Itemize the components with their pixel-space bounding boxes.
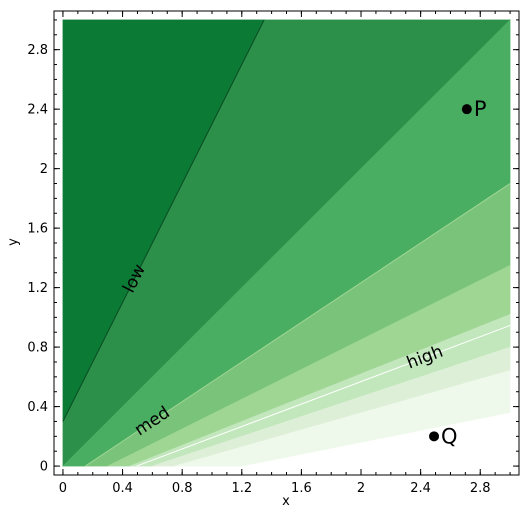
y-tick-label: 1.6 (27, 222, 48, 237)
point-marker-q (429, 431, 440, 442)
contour-line (136, 325, 511, 467)
annotated-points: PQ (429, 97, 487, 448)
x-tick-label: 2.4 (410, 481, 431, 496)
point-label-p: P (474, 97, 487, 121)
y-tick-label: 1.2 (27, 281, 48, 296)
contour-fills (62, 19, 511, 467)
axis-ticks (54, 11, 519, 475)
y-tick-label: 2 (40, 162, 48, 177)
x-tick-label: 0.4 (112, 481, 133, 496)
tick-labels: 0 0.4 0.8 1.2 1.6 2 2.4 2.8 0 0.4 0.8 1.2 1.6 2 2.4 2.8 (27, 43, 490, 496)
contour-line (62, 19, 265, 422)
x-tick-label: 1.6 (291, 481, 312, 496)
x-axis-label: x (282, 494, 290, 509)
x-tick-label: 2.8 (470, 481, 491, 496)
x-tick-label: 1.2 (231, 481, 252, 496)
y-tick-label: 2.4 (27, 103, 48, 118)
x-tick-label: 0 (59, 481, 67, 496)
y-axis-label: y (6, 238, 21, 246)
y-tick-label: 2.8 (27, 43, 48, 58)
x-tick-label: 2 (357, 481, 365, 496)
x-tick-label: 0.8 (172, 481, 193, 496)
point-label-q: Q (441, 424, 458, 448)
contour-lines (62, 19, 511, 467)
contour-line (85, 183, 511, 467)
y-tick-label: 0.4 (27, 400, 48, 415)
point-marker-p (461, 104, 472, 115)
y-tick-label: 0.8 (27, 341, 48, 356)
y-tick-label: 0 (40, 460, 48, 475)
contour-band (174, 370, 511, 467)
